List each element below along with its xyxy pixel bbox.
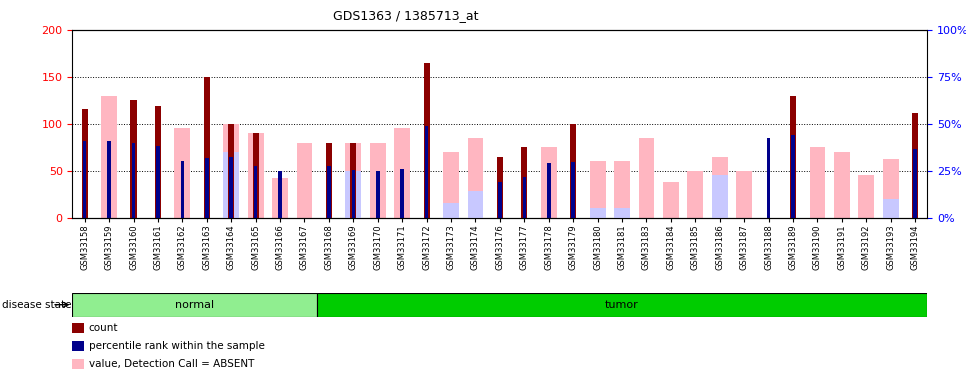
Bar: [443, 203, 459, 217]
Bar: [72, 292, 317, 317]
Bar: [912, 112, 918, 218]
Text: count: count: [89, 323, 119, 333]
Bar: [790, 96, 796, 218]
Bar: [101, 96, 117, 218]
Bar: [401, 169, 404, 217]
Bar: [589, 161, 606, 218]
Bar: [223, 152, 240, 217]
Text: disease state: disease state: [2, 300, 71, 310]
Bar: [376, 171, 380, 217]
Bar: [736, 171, 753, 217]
Bar: [424, 63, 430, 217]
Bar: [272, 178, 288, 218]
Bar: [614, 161, 630, 218]
Bar: [663, 182, 679, 218]
Bar: [351, 142, 356, 218]
Bar: [712, 157, 727, 218]
Text: normal: normal: [175, 300, 214, 310]
Bar: [541, 147, 556, 218]
Bar: [107, 141, 111, 218]
Text: percentile rank within the sample: percentile rank within the sample: [89, 341, 265, 351]
Bar: [589, 208, 606, 218]
Bar: [83, 141, 86, 218]
Text: tumor: tumor: [605, 300, 639, 310]
Bar: [883, 199, 898, 217]
Bar: [297, 142, 312, 218]
Bar: [228, 124, 234, 218]
Bar: [810, 147, 825, 218]
Bar: [346, 171, 361, 217]
Bar: [253, 133, 259, 218]
Bar: [370, 142, 385, 218]
Bar: [614, 208, 630, 218]
Bar: [767, 138, 770, 218]
Bar: [443, 152, 459, 217]
Bar: [570, 124, 576, 218]
Bar: [498, 182, 501, 218]
Bar: [425, 126, 428, 218]
Bar: [639, 138, 654, 218]
Bar: [155, 106, 161, 218]
Bar: [326, 144, 332, 218]
Bar: [82, 109, 88, 217]
Bar: [834, 152, 850, 217]
Bar: [688, 171, 703, 217]
Bar: [223, 124, 240, 218]
Bar: [523, 177, 526, 218]
Bar: [572, 162, 575, 218]
Bar: [712, 176, 727, 217]
Bar: [791, 135, 795, 218]
Bar: [131, 142, 135, 218]
Bar: [547, 163, 551, 218]
Bar: [278, 171, 282, 217]
Bar: [327, 166, 330, 218]
Bar: [317, 292, 927, 317]
Bar: [247, 133, 264, 218]
Bar: [175, 128, 190, 217]
Bar: [156, 146, 159, 218]
Bar: [204, 77, 210, 218]
Bar: [181, 161, 185, 218]
Bar: [254, 166, 257, 218]
Bar: [497, 157, 503, 218]
Bar: [914, 149, 917, 217]
Bar: [130, 100, 136, 218]
Bar: [394, 128, 411, 217]
Bar: [468, 138, 483, 218]
Bar: [522, 147, 527, 218]
Bar: [346, 142, 361, 218]
Text: GDS1363 / 1385713_at: GDS1363 / 1385713_at: [333, 9, 478, 22]
Bar: [230, 157, 233, 218]
Bar: [468, 191, 483, 217]
Text: value, Detection Call = ABSENT: value, Detection Call = ABSENT: [89, 359, 254, 369]
Bar: [883, 159, 898, 218]
Bar: [859, 176, 874, 217]
Bar: [352, 170, 355, 217]
Bar: [205, 158, 209, 218]
